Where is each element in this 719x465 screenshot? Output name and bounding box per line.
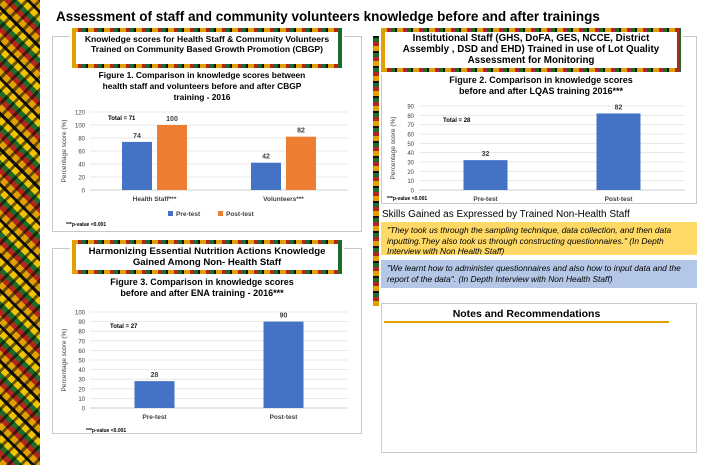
page-title: Assessment of staff and community volunt… [56, 9, 600, 24]
y-axis-label: Percentage score (%) [390, 117, 397, 180]
y-tick-label: 100 [75, 124, 86, 130]
notes-box [381, 303, 697, 453]
y-tick-label: 0 [411, 189, 415, 195]
y-tick-label: 60 [78, 150, 85, 156]
y-tick-label: 60 [407, 133, 414, 139]
y-tick-label: 70 [78, 339, 85, 345]
legend-swatch [168, 211, 173, 216]
quote-sampling: "They took us through the sampling techn… [381, 222, 697, 256]
x-tick-label: Pre-test [473, 196, 498, 202]
y-tick-label: 40 [78, 368, 85, 374]
p-value-footnote: ***p-value <0.001 [86, 428, 126, 434]
chart-title-line: Figure 1. Comparison in knowledge scores… [99, 70, 306, 80]
y-axis-label: Percentage score (%) [61, 120, 68, 183]
bar-pre-test [251, 162, 281, 190]
chart-title-line: training - 2016 [174, 92, 231, 102]
bar-pre-test [134, 381, 175, 408]
ena-chart: Figure 3. Comparison in knowledge scores… [61, 277, 348, 434]
cbgp-header: Knowledge scores for Health Staff & Comm… [72, 28, 342, 68]
y-tick-label: 10 [407, 179, 414, 185]
y-tick-label: 20 [407, 170, 414, 176]
y-tick-label: 90 [78, 320, 85, 326]
chart-title-line: health staff and volunteers before and a… [103, 81, 302, 91]
y-tick-label: 20 [78, 176, 85, 182]
y-tick-label: 70 [407, 123, 414, 129]
data-label: 74 [133, 133, 141, 140]
x-tick-label: Volunteers*** [263, 196, 304, 203]
y-tick-label: 80 [78, 137, 85, 143]
quote-questionnaires: "We learnt how to administer questionnai… [381, 260, 697, 288]
legend-label: Pre-test [176, 211, 201, 218]
legend-swatch [218, 211, 223, 216]
data-label: 28 [151, 372, 159, 379]
y-tick-label: 10 [78, 397, 85, 403]
y-tick-label: 50 [78, 359, 85, 365]
y-tick-label: 80 [78, 330, 85, 336]
kente-cloth-border [0, 0, 40, 465]
x-tick-label: Post-test [270, 414, 299, 421]
y-tick-label: 120 [75, 111, 86, 117]
y-tick-label: 0 [82, 407, 86, 413]
notes-title: Notes and Recommendations [384, 305, 669, 323]
p-value-footnote: ***p-value <0.001 [387, 196, 427, 202]
chart-title-line: Figure 3. Comparison in knowledge scores [110, 277, 294, 287]
kente-divider [373, 36, 379, 306]
bar-post-test [596, 113, 641, 190]
x-tick-label: Health Staff*** [133, 196, 177, 203]
y-tick-label: 40 [78, 163, 85, 169]
data-label: 90 [280, 313, 288, 320]
y-tick-label: 80 [407, 114, 414, 120]
data-label: 82 [297, 128, 305, 135]
data-label: 100 [166, 116, 178, 123]
p-value-footnote: ***p-value <0.001 [66, 222, 106, 228]
ena-header: Harmonizing Essential Nutrition Actions … [72, 240, 342, 274]
skills-title: Skills Gained as Expressed by Trained No… [382, 209, 630, 220]
bar-pre-test [463, 160, 508, 190]
total-annotation: Total = 28 [443, 118, 471, 124]
x-tick-label: Pre-test [142, 414, 167, 421]
bar-post-test [286, 136, 316, 190]
y-tick-label: 40 [407, 151, 414, 157]
x-tick-label: Post-test [605, 196, 634, 202]
y-axis-label: Percentage score (%) [61, 329, 68, 392]
y-tick-label: 60 [78, 349, 85, 355]
data-label: 32 [482, 151, 490, 158]
y-tick-label: 30 [407, 161, 414, 167]
legend-label: Post-test [226, 211, 255, 218]
chart-title-line: Figure 2. Comparison in knowledge scores [449, 75, 633, 85]
y-tick-label: 50 [407, 142, 414, 148]
bar-pre-test [122, 141, 152, 190]
cbgp-chart: Figure 1. Comparison in knowledge scores… [61, 70, 348, 228]
y-tick-label: 100 [75, 311, 86, 317]
y-tick-label: 30 [78, 378, 85, 384]
y-tick-label: 90 [407, 105, 414, 111]
data-label: 82 [615, 104, 623, 111]
lqas-chart: Figure 2. Comparison in knowledge scores… [387, 75, 685, 202]
y-tick-label: 20 [78, 387, 85, 393]
y-tick-label: 0 [82, 189, 86, 195]
chart-title-line: before and after LQAS training 2016*** [459, 86, 624, 96]
total-annotation: Total = 71 [108, 116, 136, 122]
bar-post-test [157, 125, 187, 190]
cbgp-panel [52, 36, 362, 232]
chart-title-line: before and after ENA training - 2016*** [120, 288, 284, 298]
lqas-header: Institutional Staff (GHS, DoFA, GES, NCC… [381, 28, 681, 72]
bar-post-test [263, 321, 304, 408]
data-label: 42 [262, 154, 270, 161]
total-annotation: Total = 27 [110, 324, 138, 330]
